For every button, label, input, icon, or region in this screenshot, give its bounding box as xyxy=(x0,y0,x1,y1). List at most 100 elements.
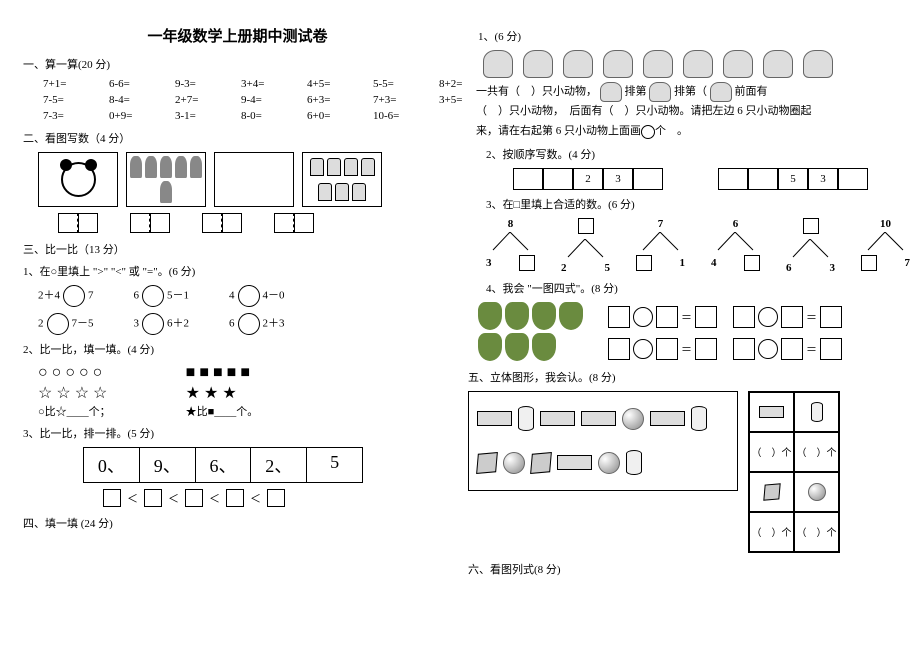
expr: 4 xyxy=(229,290,235,302)
section-1: 一、算一算(20 分) 7+1=6-6=9-3=3+4=4+5=5-5=8+2=… xyxy=(23,56,452,122)
cuboid-icon xyxy=(540,411,575,426)
cuboid-icon xyxy=(477,411,512,426)
answer-box[interactable] xyxy=(222,213,242,233)
animal-icon xyxy=(683,50,713,78)
cuboid-icon xyxy=(650,411,685,426)
calc: 8-4= xyxy=(109,94,151,106)
seq-cell[interactable] xyxy=(633,168,663,190)
answer-box[interactable] xyxy=(294,213,314,233)
cuboid-icon xyxy=(581,411,616,426)
count-table: （ ）个（ ）个 （ ）个（ ）个 xyxy=(748,391,840,553)
count-cell[interactable]: （ ）个 xyxy=(794,512,839,552)
smiley-icon xyxy=(641,125,655,139)
number-tree: 71 xyxy=(633,218,688,274)
s4-sub2: 2、按顺序写数。(4 分) xyxy=(486,146,897,162)
count-cell[interactable]: （ ）个 xyxy=(749,432,794,472)
number-tree: 63 xyxy=(783,218,838,274)
hand-icon xyxy=(318,183,332,201)
seq-cell[interactable] xyxy=(513,168,543,190)
inequality-row: ＜＜＜＜ xyxy=(103,489,452,507)
eq-op[interactable] xyxy=(633,307,653,327)
eq: ＝ xyxy=(806,309,817,325)
animal-icon xyxy=(523,50,553,78)
t: 来，请在右起第 6 只小动物上面画 xyxy=(476,125,641,137)
animal-icon xyxy=(483,50,513,78)
eq-row: ＝＝ xyxy=(608,338,842,360)
num: 2、 xyxy=(251,448,307,482)
pepper-icon xyxy=(478,302,502,330)
section-5: 五、立体图形，我会认。(8 分) （ ）个（ ）个 （ ）个（ ）个 xyxy=(468,369,897,553)
s4-title: 四、填一填 (24 分) xyxy=(23,515,452,531)
sphere-icon xyxy=(598,452,620,474)
s1-title: 一、算一算(20 分) xyxy=(23,56,452,72)
eq-blank[interactable] xyxy=(820,306,842,328)
eq-row: ＝＝ xyxy=(608,306,842,328)
num: 6、 xyxy=(196,448,252,482)
eq-op[interactable] xyxy=(633,339,653,359)
answer-box[interactable] xyxy=(58,213,78,233)
calc: 5-5= xyxy=(373,78,415,90)
eq-blank[interactable] xyxy=(608,338,630,360)
calc: 7-3= xyxy=(43,110,85,122)
answer-box[interactable] xyxy=(130,213,150,233)
animals-row xyxy=(483,50,897,78)
calc: 9-3= xyxy=(175,78,217,90)
eq-blank[interactable] xyxy=(820,338,842,360)
compare-circle[interactable] xyxy=(238,313,260,335)
count-cell[interactable]: （ ）个 xyxy=(749,512,794,552)
eq-blank[interactable] xyxy=(733,306,755,328)
eq-blank[interactable] xyxy=(608,306,630,328)
expr: 4－0 xyxy=(263,290,285,302)
cylinder-icon xyxy=(691,406,707,431)
t: 个 。 xyxy=(655,125,688,137)
eq-op[interactable] xyxy=(758,307,778,327)
eq-blank[interactable] xyxy=(656,338,678,360)
eq-op[interactable] xyxy=(758,339,778,359)
seq-cell[interactable] xyxy=(748,168,778,190)
compare-circle[interactable] xyxy=(47,313,69,335)
seq-cell[interactable] xyxy=(718,168,748,190)
q-line: 一共有（ ）只小动物， 排第 排第（ 前面有 xyxy=(476,82,897,102)
seq-cell[interactable] xyxy=(543,168,573,190)
blank-sq[interactable] xyxy=(226,489,244,507)
circles: ○ ○ ○ ○ ○ xyxy=(38,363,111,384)
animal-icon xyxy=(563,50,593,78)
s6-title: 六、看图列式(8 分) xyxy=(468,561,897,577)
solids-box xyxy=(468,391,738,491)
compare-circle[interactable] xyxy=(63,285,85,307)
section-2: 二、看图写数（4 分） xyxy=(23,130,452,233)
blank-sq[interactable] xyxy=(103,489,121,507)
eq-blank[interactable] xyxy=(781,306,803,328)
section-3: 三、比一比（13 分） 1、在○里填上 ">" "<" 或 "="。(6 分) … xyxy=(23,241,452,507)
answer-box[interactable] xyxy=(78,213,98,233)
calc: 6+3= xyxy=(307,94,349,106)
compare-circle[interactable] xyxy=(142,313,164,335)
seq-cell[interactable] xyxy=(838,168,868,190)
s5-title: 五、立体图形，我会认。(8 分) xyxy=(468,369,897,385)
answer-box[interactable] xyxy=(150,213,170,233)
cylinder-icon xyxy=(811,402,823,422)
animal-icon xyxy=(603,50,633,78)
shape-cell xyxy=(749,392,794,432)
blank-sq[interactable] xyxy=(144,489,162,507)
blank-sq[interactable] xyxy=(185,489,203,507)
eq-blank[interactable] xyxy=(695,338,717,360)
eq-blank[interactable] xyxy=(733,338,755,360)
number-tree: 107 xyxy=(858,218,913,274)
s4-sub4: 4、我会 "一图四式"。(8 分) xyxy=(486,280,897,296)
empty-box xyxy=(214,152,294,207)
eq-blank[interactable] xyxy=(656,306,678,328)
lt: ＜ xyxy=(209,490,220,506)
answer-box[interactable] xyxy=(274,213,294,233)
compare-circle[interactable] xyxy=(238,285,260,307)
eq-blank[interactable] xyxy=(781,338,803,360)
calc: 4+5= xyxy=(307,78,349,90)
answer-box[interactable] xyxy=(202,213,222,233)
count-cell[interactable]: （ ）个 xyxy=(794,432,839,472)
shape-cell xyxy=(794,392,839,432)
eq-blank[interactable] xyxy=(695,306,717,328)
hand-icon xyxy=(327,158,341,176)
four-eq-container: ＝＝ ＝＝ xyxy=(468,302,897,361)
blank-sq[interactable] xyxy=(267,489,285,507)
compare-circle[interactable] xyxy=(142,285,164,307)
